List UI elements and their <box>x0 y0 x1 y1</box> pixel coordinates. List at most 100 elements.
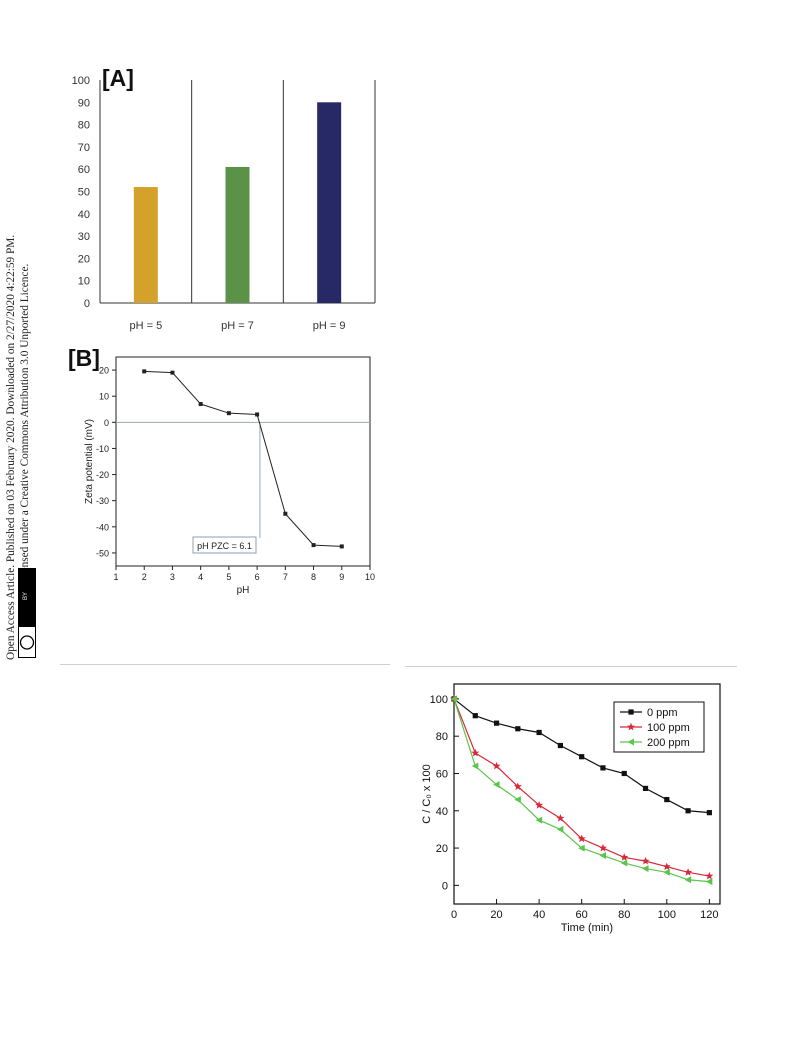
kinetics-point-0 <box>515 726 521 732</box>
kinetics-point-2 <box>620 859 628 867</box>
kinetics-x-tick-label: 80 <box>618 909 630 921</box>
kinetics-x-tick-label: 60 <box>576 909 588 921</box>
legend-marker-0 <box>628 709 634 715</box>
bar-y-tick-label: 30 <box>78 231 90 243</box>
bar <box>225 166 250 303</box>
zeta-y-tick-label: 10 <box>99 392 109 402</box>
kinetics-point-2 <box>599 852 606 860</box>
zeta-x-axis-label: pH <box>237 585 250 596</box>
zeta-y-tick-label: -10 <box>96 444 109 454</box>
zeta-x-tick-label: 9 <box>339 572 344 582</box>
legend-entry-0: 0 ppm <box>647 707 678 719</box>
legend-marker-1 <box>627 722 635 731</box>
kinetics-point-0 <box>642 785 649 792</box>
kinetics-point-0 <box>664 796 670 803</box>
kinetics-point-1 <box>662 862 671 871</box>
zeta-point <box>198 402 203 407</box>
zeta-y-tick-label: 20 <box>99 366 109 376</box>
bar-x-tick-label: pH = 5 <box>129 320 162 332</box>
bar-y-tick-label: 10 <box>78 276 90 288</box>
panel-label-a: [A] <box>102 65 134 91</box>
kinetics-point-0 <box>579 754 585 760</box>
zeta-x-tick-label: 8 <box>311 572 316 582</box>
kinetics-point-1 <box>556 814 565 822</box>
kinetics-plot-frame <box>453 683 721 905</box>
pzc-annotation-box <box>192 536 257 554</box>
kinetics-point-0 <box>493 720 500 726</box>
zeta-series-line <box>144 370 342 547</box>
zeta-y-tick-label: 0 <box>104 418 109 428</box>
kinetics-x-tick-label: 20 <box>490 909 502 921</box>
cc-by-badge[interactable]: BY <box>18 568 36 658</box>
divider-left <box>60 664 390 665</box>
kinetics-y-tick-label: 80 <box>436 731 448 743</box>
kinetics-y-tick-label: 40 <box>436 806 448 818</box>
kinetics-point-1 <box>705 871 714 880</box>
kinetics-x-tick-label: 100 <box>658 909 676 921</box>
kinetics-point-0 <box>557 742 563 749</box>
zeta-x-tick-label: 2 <box>142 572 147 582</box>
zeta-point <box>311 543 316 548</box>
kinetics-point-2 <box>493 781 500 789</box>
bar <box>317 102 342 303</box>
zeta-x-tick-label: 3 <box>170 572 175 582</box>
kinetics-point-0 <box>621 770 627 777</box>
kinetics-point-1 <box>471 748 480 757</box>
zeta-x-tick-label: 5 <box>226 572 231 582</box>
zeta-y-tick-label: -20 <box>96 470 109 480</box>
panel-label-b: [B] <box>68 345 100 371</box>
cc-icon <box>19 629 35 656</box>
zeta-x-tick-label: 1 <box>113 572 118 582</box>
kinetics-point-2 <box>556 825 564 833</box>
zeta-x-tick-label: 4 <box>198 572 203 582</box>
kinetics-point-0 <box>706 810 712 816</box>
bar-x-tick-label: pH = 9 <box>313 320 346 332</box>
kinetics-y-tick-label: 100 <box>430 694 448 706</box>
kinetics-x-tick-label: 120 <box>700 909 718 921</box>
legend-marker-2 <box>627 738 634 746</box>
kinetics-point-0 <box>600 765 606 771</box>
kinetics-point-1 <box>641 856 650 865</box>
kinetics-point-2 <box>535 816 543 824</box>
kinetics-point-0 <box>536 729 542 736</box>
bar-y-tick-label: 90 <box>78 97 90 109</box>
zeta-point <box>226 411 231 416</box>
zeta-x-tick-label: 6 <box>255 572 260 582</box>
kinetics-point-1 <box>513 782 522 790</box>
zeta-point <box>255 412 260 417</box>
zeta-point <box>142 369 147 374</box>
kinetics-point-1 <box>620 853 629 861</box>
bar-y-tick-label: 20 <box>78 253 90 265</box>
bar-y-tick-label: 0 <box>84 298 90 310</box>
bar-y-tick-label: 60 <box>78 164 90 176</box>
zeta-point <box>339 544 344 549</box>
kinetics-point-0 <box>685 808 691 814</box>
kinetics-point-1 <box>535 800 544 809</box>
zeta-x-tick-label: 10 <box>365 572 375 582</box>
kinetics-point-0 <box>472 713 478 719</box>
bar-y-tick-label: 100 <box>72 75 90 87</box>
kinetics-point-2 <box>642 865 649 873</box>
zeta-y-tick-label: -50 <box>96 548 109 558</box>
kinetics-point-2 <box>705 878 713 886</box>
bar-x-tick-label: pH = 7 <box>221 320 254 332</box>
kinetics-x-tick-label: 40 <box>533 909 545 921</box>
kinetics-y-tick-label: 0 <box>442 880 448 892</box>
kinetics-point-2 <box>450 695 457 703</box>
kinetics-point-2 <box>684 876 692 884</box>
zeta-x-tick-label: 7 <box>283 572 288 582</box>
kinetics-point-1 <box>598 843 607 852</box>
zeta-y-tick-label: -40 <box>96 522 109 532</box>
zeta-point <box>283 511 288 516</box>
kinetics-x-axis-label: Time (min) <box>561 922 613 934</box>
bar <box>133 187 158 303</box>
zeta-plot-frame <box>115 356 371 567</box>
kinetics-point-2 <box>578 844 585 852</box>
kinetics-y-axis-label: C / C₀ x 100 <box>421 764 433 824</box>
pzc-annotation-text: pH PZC = 6.1 <box>197 541 252 551</box>
kinetics-point-1 <box>684 868 693 876</box>
zeta-y-axis-label: Zeta potential (mV) <box>84 419 95 504</box>
kinetics-point-2 <box>471 762 479 770</box>
kinetics-point-2 <box>514 796 521 804</box>
